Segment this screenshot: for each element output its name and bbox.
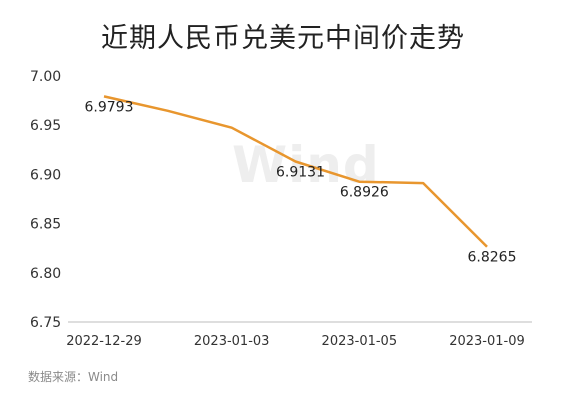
chart-title: 近期人民币兑美元中间价走势 <box>101 23 465 54</box>
data-label: 6.9793 <box>85 99 134 115</box>
x-tick-label: 2023-01-09 <box>449 334 525 349</box>
x-tick-label: 2023-01-03 <box>194 334 270 349</box>
y-tick-label: 6.85 <box>30 217 61 233</box>
y-tick-label: 6.95 <box>30 118 61 134</box>
series-line <box>103 95 488 248</box>
y-tick-label: 6.75 <box>30 315 61 331</box>
data-label: 6.8926 <box>340 185 389 201</box>
x-tick-label: 2022-12-29 <box>66 334 142 349</box>
data-label: 6.9131 <box>276 165 325 181</box>
data-label: 6.8265 <box>468 250 517 266</box>
x-tick-label: 2023-01-05 <box>322 334 398 349</box>
y-tick-label: 6.90 <box>30 167 61 183</box>
source-note: 数据来源：Wind <box>28 370 119 384</box>
y-tick-label: 6.80 <box>30 266 61 282</box>
y-tick-label: 7.00 <box>30 69 61 85</box>
